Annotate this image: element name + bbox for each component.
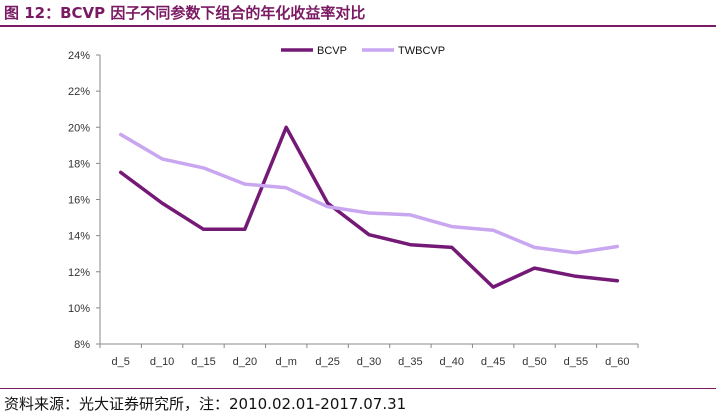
x-tick-label: d_50 (522, 356, 546, 368)
y-tick-label: 24% (68, 50, 90, 62)
x-tick-label: d_10 (150, 356, 174, 368)
legend-label-twbcvp: TWBCVP (398, 45, 445, 57)
series-lines (118, 125, 620, 289)
x-tick-label: d_15 (191, 356, 215, 368)
x-tick-label: d_20 (233, 356, 257, 368)
legend-label-bcvp: BCVP (317, 45, 347, 57)
x-tick-label: d_5 (112, 356, 130, 368)
chart-axes (96, 54, 639, 348)
source-note: 资料来源：光大证券研究所，注：2010.02.01-2017.07.31 (4, 395, 407, 413)
line-chart: 8%10%12%14%16%18%20%22%24% d_5 d_10 d_15 d_… (68, 45, 639, 368)
x-tick-label: d_35 (398, 356, 422, 368)
y-axis-tick-labels: 8% 10% 12% 14% 16% 18% 20% 22% 24% (68, 50, 90, 351)
x-axis-tick-labels: d_5 d_10 d_15 d_20 d_m d_25 d_30 d_35 d_40 d_45 d_… (112, 356, 630, 368)
figure-title: 图 12：BCVP 因子不同参数下组合的年化收益率对比 (4, 4, 366, 22)
x-tick-label: d_40 (440, 356, 464, 368)
x-tick-label: d_55 (564, 356, 588, 368)
y-tick-label: 20% (68, 122, 90, 134)
y-tick-label: 18% (68, 158, 90, 170)
x-tick-label: d_m (276, 356, 297, 368)
title-divider (0, 25, 716, 27)
footer-divider (0, 388, 716, 389)
x-tick-label: d_25 (315, 356, 339, 368)
series-line-bcvp (118, 125, 620, 289)
chart-legend: BCVP TWBCVP (281, 45, 445, 57)
y-tick-label: 16% (68, 195, 90, 207)
y-tick-label: 12% (68, 267, 90, 279)
x-tick-label: d_30 (357, 356, 381, 368)
y-tick-label: 8% (74, 339, 90, 351)
series-line-twbcvp (118, 132, 620, 255)
y-tick-label: 10% (68, 303, 90, 315)
y-tick-label: 14% (68, 231, 90, 243)
x-tick-label: d_60 (605, 356, 629, 368)
x-tick-label: d_45 (481, 356, 505, 368)
y-tick-label: 22% (68, 86, 90, 98)
